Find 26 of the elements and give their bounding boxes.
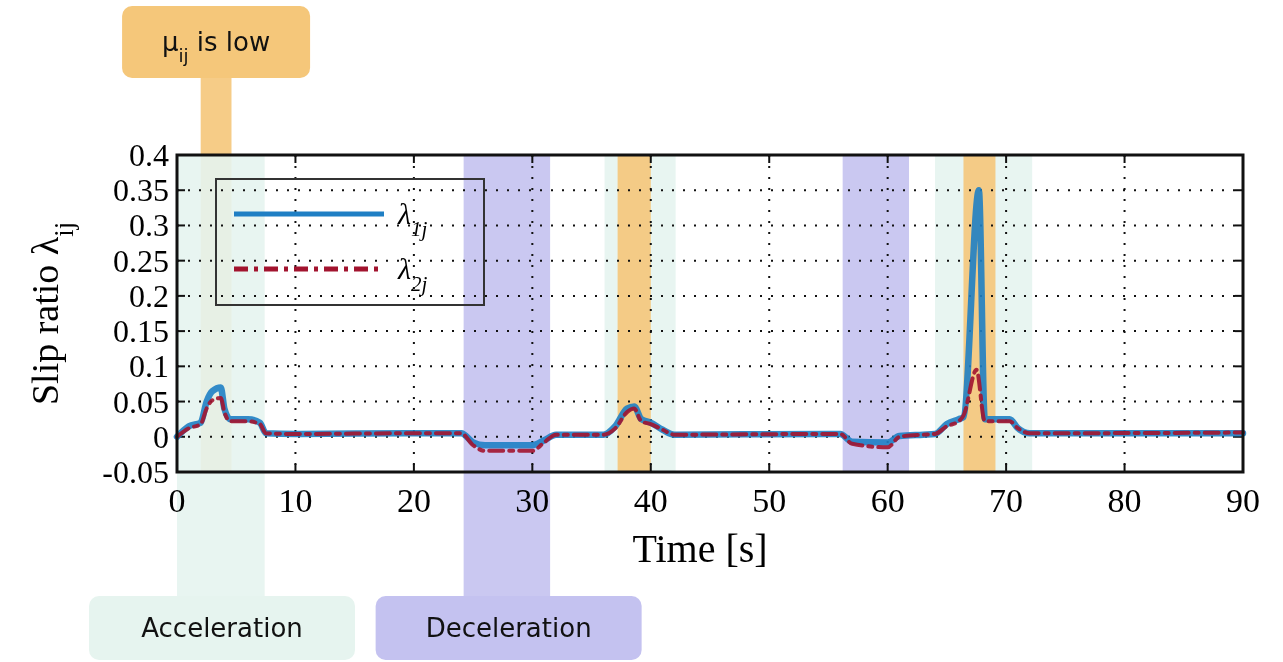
x-tick-label: 10 xyxy=(278,482,313,519)
band-label: Deceleration xyxy=(425,613,592,643)
x-tick-label: 70 xyxy=(989,482,1024,519)
y-tick-label: 0 xyxy=(153,418,169,455)
y-tick-label: 0.4 xyxy=(129,137,169,173)
x-tick-label: 80 xyxy=(1107,482,1142,519)
y-tick-label: 0.25 xyxy=(113,242,169,279)
y-tick-label: 0.2 xyxy=(129,277,169,314)
band-label: μ$_{ij}$ is low xyxy=(161,27,271,66)
x-tick-label: 30 xyxy=(515,482,550,519)
y-tick-label: -0.05 xyxy=(102,454,169,490)
line-series xyxy=(175,367,1245,453)
y-tick-label: 0.15 xyxy=(113,313,169,350)
x-tick-label: 90 xyxy=(1226,482,1260,519)
x-tick-label: 20 xyxy=(396,482,431,519)
y-tick-label: 0.05 xyxy=(113,383,169,420)
y-tick-label: 0.1 xyxy=(129,348,169,385)
x-tick-label: 40 xyxy=(633,482,668,519)
x-axis-title: Time [s] xyxy=(632,526,768,571)
x-tick-label: 50 xyxy=(752,482,787,519)
x-tick-label: 60 xyxy=(870,482,905,519)
legend-label: λ$_{1j}$ xyxy=(397,197,428,241)
band-label: Acceleration xyxy=(141,613,303,643)
y-tick-label: 0.35 xyxy=(113,172,169,209)
legend-label: λ$_{2j}$ xyxy=(397,252,428,296)
y-tick-label: 0.3 xyxy=(129,207,169,244)
